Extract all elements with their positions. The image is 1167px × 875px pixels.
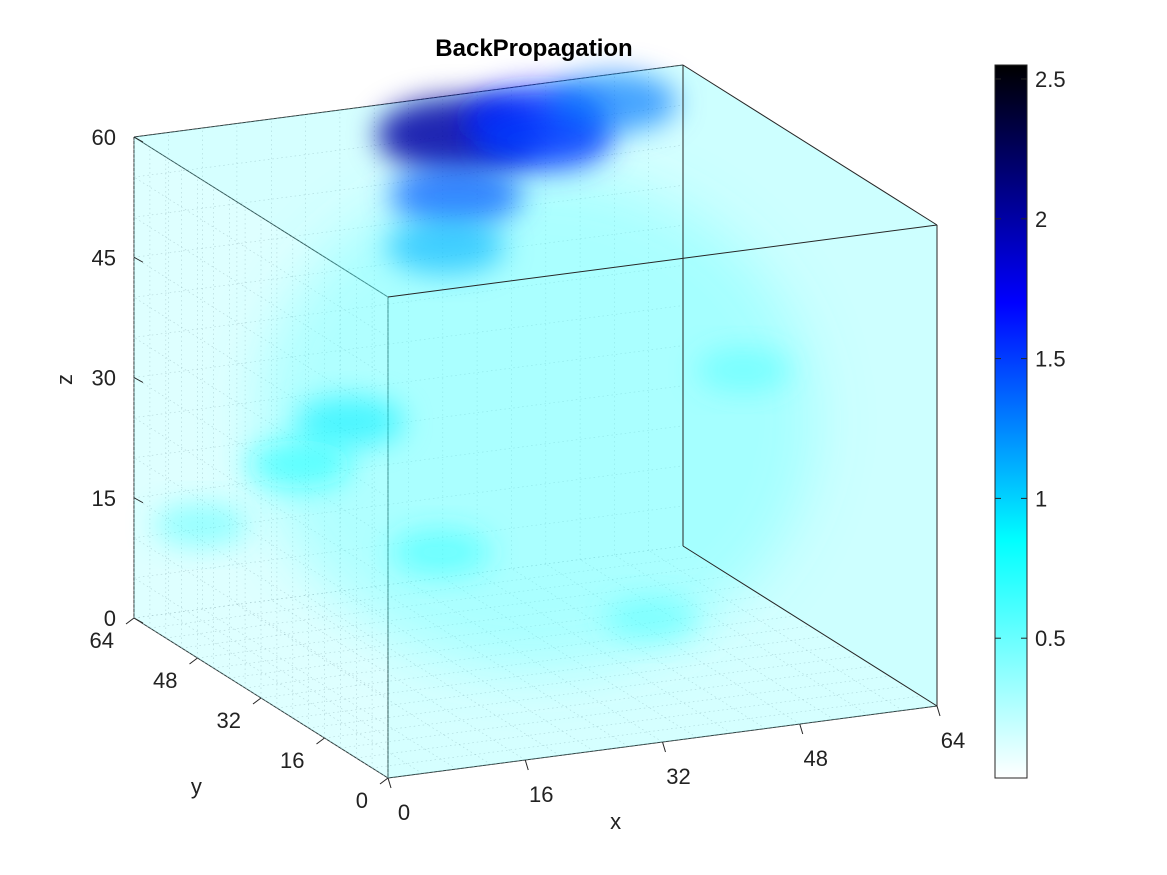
- grid-line: [648, 550, 903, 711]
- x-tick: [799, 723, 804, 735]
- z-tick: [133, 136, 144, 143]
- grid-line: [545, 563, 800, 725]
- grid-line: [614, 554, 869, 716]
- grid-line: [133, 617, 389, 779]
- grid-line: [511, 568, 766, 729]
- box-edge: [387, 224, 938, 298]
- grid-line: [408, 581, 663, 743]
- y-axis-label: y: [191, 774, 202, 799]
- front-box-edges: [387, 64, 938, 707]
- grid-line: [202, 608, 457, 770]
- grid-line: [236, 604, 492, 765]
- grid-line: [133, 537, 389, 699]
- z-tick-label: 45: [92, 245, 116, 270]
- grid-line: [339, 590, 595, 752]
- x-tick: [524, 759, 529, 771]
- grid-line: [579, 559, 835, 720]
- colorbar-tick-label: 1.5: [1035, 347, 1066, 372]
- colorbar-tick-label: 2: [1035, 207, 1047, 232]
- colorbar: 0.5 1 1.5 2 2.5: [994, 64, 1066, 779]
- y-tick-label: 32: [217, 708, 241, 733]
- volume-hotspot: [390, 529, 491, 576]
- grid-line: [476, 572, 732, 734]
- y-tick: [379, 777, 389, 785]
- colorbar-frame: [994, 64, 1028, 779]
- z-tick-label: 15: [92, 486, 116, 511]
- grid-line: [305, 595, 560, 756]
- volume-rendering: [134, 65, 937, 778]
- grid-line: [133, 497, 389, 659]
- volume-hotspot: [386, 219, 505, 275]
- volume-hotspot: [389, 164, 523, 227]
- volume-hotspot: [696, 347, 792, 393]
- colorbar-fill: [995, 65, 1027, 778]
- x-tick: [387, 777, 392, 789]
- colorbar-tick-label: 1: [1035, 486, 1047, 511]
- volume-hotspot: [247, 440, 352, 489]
- z-tick: [133, 377, 144, 383]
- y-tick: [125, 617, 135, 625]
- colorbar-tick-label: 0.5: [1035, 626, 1066, 651]
- y-tick: [252, 697, 262, 705]
- x-axis-label: x: [610, 809, 621, 834]
- volume-hotspot: [294, 396, 404, 448]
- volume-hotspot: [604, 596, 700, 642]
- z-tick: [133, 617, 144, 624]
- z-tick: [133, 256, 144, 263]
- x-tick-label: 64: [941, 728, 965, 753]
- z-tick-label: 60: [92, 125, 116, 150]
- x-tick-label: 0: [398, 800, 410, 825]
- volume-hotspot: [548, 72, 678, 133]
- x-tick: [936, 705, 941, 717]
- x-tick-label: 32: [666, 764, 690, 789]
- box-edge: [682, 64, 938, 226]
- x-tick-label: 48: [804, 746, 828, 771]
- y-tick-label: 16: [280, 748, 304, 773]
- z-axis-label: z: [52, 374, 77, 385]
- y-tick-label: 64: [90, 628, 114, 653]
- grid-line: [168, 613, 423, 774]
- grid-line: [442, 577, 697, 738]
- y-tick: [189, 657, 198, 665]
- box-edge: [682, 545, 938, 707]
- grid-line: [374, 586, 629, 747]
- x-tick-label: 16: [529, 782, 553, 807]
- z-tick: [133, 497, 144, 504]
- chart-title: BackPropagation: [435, 35, 632, 62]
- y-tick: [316, 737, 325, 745]
- x-tick: [662, 741, 666, 753]
- y-tick-label: 48: [153, 668, 177, 693]
- volume-hotspot: [153, 502, 249, 548]
- grid-line: [271, 599, 526, 761]
- z-tick-label: 30: [92, 366, 116, 391]
- colorbar-tick-label: 2.5: [1035, 67, 1066, 92]
- z-tick-label: 0: [104, 606, 116, 631]
- grid-line: [133, 577, 389, 739]
- y-tick-label: 0: [356, 788, 368, 813]
